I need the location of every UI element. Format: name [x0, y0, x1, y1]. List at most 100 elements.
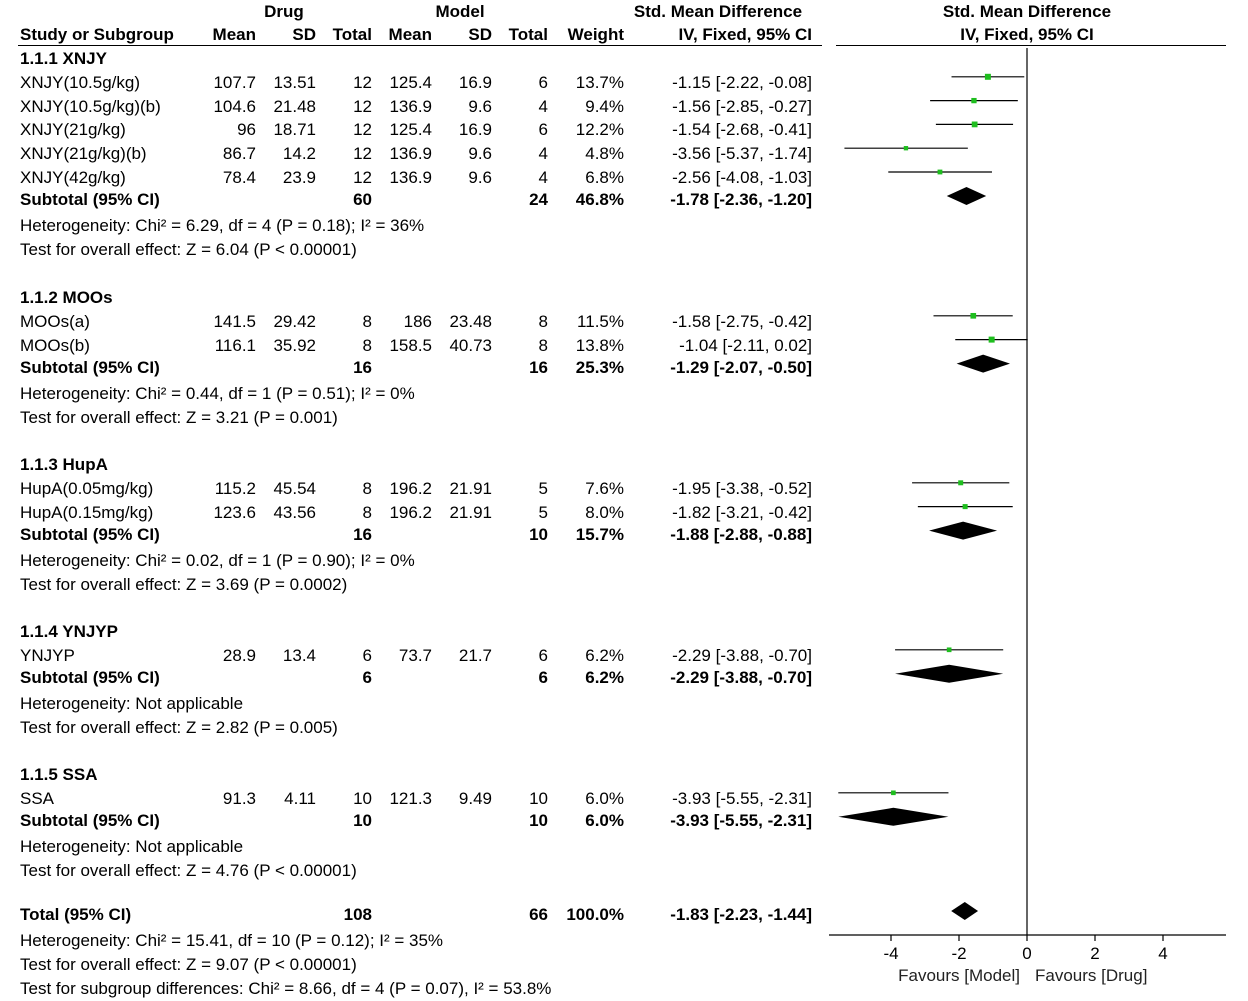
- study-name: SSA: [20, 788, 55, 808]
- study-weight: 8.0%: [585, 502, 624, 522]
- drug-sd: 13.51: [273, 72, 316, 92]
- subtotal-label: Subtotal (95% CI): [20, 357, 160, 377]
- heterogeneity-text: Heterogeneity: Chi² = 0.02, df = 1 (P = …: [20, 550, 415, 570]
- drug-mean: 91.3: [222, 788, 256, 808]
- subtotal-label: Subtotal (95% CI): [20, 810, 160, 830]
- study-ci: -1.95 [-3.38, -0.52]: [672, 478, 812, 498]
- subtotal-model-total: 16: [529, 357, 548, 377]
- subtotal-drug-total: 16: [353, 357, 372, 377]
- drug-total: 12: [353, 96, 372, 116]
- study-weight: 6.8%: [585, 168, 624, 187]
- model-mean: 158.5: [389, 335, 432, 355]
- drug-mean: 116.1: [214, 335, 256, 355]
- heterogeneity-text: Heterogeneity: Not applicable: [20, 836, 244, 856]
- model-total: 4: [538, 96, 548, 116]
- drug-total: 12: [353, 144, 372, 164]
- header-sd: SD: [292, 25, 316, 44]
- subtotal-ci: -2.29 [-3.88, -0.70]: [670, 667, 812, 687]
- header-ci: IV, Fixed, 95% CI: [678, 25, 812, 44]
- drug-total: 8: [362, 502, 372, 522]
- study-weight: 4.8%: [585, 144, 624, 164]
- model-total: 6: [538, 120, 548, 140]
- study-name: HupA(0.15mg/kg): [20, 502, 154, 522]
- study-weight: 13.8%: [575, 335, 624, 355]
- effect-square: [962, 504, 968, 510]
- subtotal-label: Subtotal (95% CI): [20, 190, 160, 209]
- header-rule: [18, 45, 822, 46]
- drug-mean: 86.7: [222, 144, 256, 164]
- pooled-diamond: [929, 521, 998, 540]
- total-ci: -1.83 [-2.23, -1.44]: [670, 905, 812, 924]
- study-name: XNJY(21g/kg): [20, 120, 126, 140]
- overall-effect-text: Test for overall effect: Z = 4.76 (P < 0…: [20, 860, 357, 880]
- study-weight: 7.6%: [585, 478, 624, 498]
- study-ci: -3.93 [-5.55, -2.31]: [672, 788, 812, 808]
- effect-square: [958, 480, 964, 486]
- drug-total: 10: [353, 788, 372, 808]
- subtotal-ci: -1.78 [-2.36, -1.20]: [670, 190, 812, 209]
- model-mean: 186: [403, 311, 432, 331]
- drug-total: 8: [362, 335, 372, 355]
- drug-mean: 115.2: [214, 478, 256, 498]
- header-mean: Mean: [212, 25, 256, 44]
- header-model: Model: [435, 2, 485, 21]
- subtotal-drug-total: 16: [353, 524, 372, 544]
- study-ci: -1.82 [-3.21, -0.42]: [672, 502, 812, 522]
- effect-square: [891, 790, 896, 796]
- header-drug: Drug: [264, 2, 304, 21]
- model-sd: 40.73: [449, 335, 492, 355]
- study-ci: -1.54 [-2.68, -0.41]: [672, 120, 812, 140]
- drug-sd: 23.9: [282, 168, 316, 187]
- header-sd2: SD: [468, 25, 492, 44]
- drug-mean: 141.5: [213, 311, 256, 331]
- pooled-diamond: [838, 807, 949, 826]
- subtotal-drug-total: 6: [362, 667, 372, 687]
- pooled-diamond: [951, 902, 979, 920]
- model-mean: 73.7: [398, 645, 432, 665]
- total-weight: 100.0%: [566, 905, 624, 924]
- study-ci: -3.56 [-5.37, -1.74]: [672, 144, 812, 164]
- subtotal-ci: -3.93 [-5.55, -2.31]: [670, 810, 812, 830]
- x-tick-label: 2: [1090, 944, 1099, 963]
- model-sd: 16.9: [458, 120, 492, 140]
- total-drug: 108: [343, 905, 372, 924]
- subtotal-ci: -1.29 [-2.07, -0.50]: [670, 357, 812, 377]
- model-total: 5: [538, 478, 548, 498]
- drug-sd: 13.4: [282, 645, 316, 665]
- favours-drug-label: Favours [Drug]: [1035, 966, 1147, 985]
- drug-mean: 107.7: [213, 72, 256, 92]
- model-sd: 16.9: [458, 72, 492, 92]
- subtotal-weight: 46.8%: [575, 190, 624, 209]
- effect-square: [971, 121, 978, 128]
- favours-model-label: Favours [Model]: [898, 966, 1020, 985]
- subtotal-model-total: 10: [529, 810, 548, 830]
- study-weight: 6.0%: [585, 788, 624, 808]
- drug-total: 8: [362, 478, 372, 498]
- study-name: HupA(0.05mg/kg): [20, 478, 154, 498]
- total-model: 66: [529, 905, 548, 924]
- drug-total: 12: [353, 120, 372, 140]
- x-tick-label: -4: [883, 944, 898, 963]
- model-total: 5: [538, 502, 548, 522]
- study-weight: 11.5%: [577, 311, 624, 331]
- drug-mean: 28.9: [222, 645, 256, 665]
- drug-mean: 104.6: [213, 96, 256, 116]
- pooled-diamond: [946, 187, 987, 205]
- model-mean: 196.2: [389, 478, 432, 498]
- model-total: 8: [538, 311, 548, 331]
- drug-sd: 18.71: [273, 120, 316, 140]
- model-total: 4: [538, 168, 548, 187]
- overall-effect-text: Test for overall effect: Z = 2.82 (P = 0…: [20, 717, 338, 737]
- study-name: XNJY(42g/kg): [20, 168, 126, 187]
- footer-text: Test for subgroup differences: Chi² = 8.…: [20, 979, 552, 998]
- drug-total: 12: [353, 72, 372, 92]
- study-weight: 6.2%: [585, 645, 624, 665]
- drug-sd: 45.54: [273, 478, 316, 498]
- heterogeneity-text: Heterogeneity: Chi² = 6.29, df = 4 (P = …: [20, 216, 425, 235]
- model-sd: 9.6: [468, 144, 492, 164]
- study-ci: -1.56 [-2.85, -0.27]: [672, 96, 812, 116]
- overall-effect-text: Test for overall effect: Z = 3.69 (P = 0…: [20, 574, 348, 594]
- study-weight: 13.7%: [575, 72, 624, 92]
- model-total: 8: [538, 335, 548, 355]
- subtotal-drug-total: 10: [353, 810, 372, 830]
